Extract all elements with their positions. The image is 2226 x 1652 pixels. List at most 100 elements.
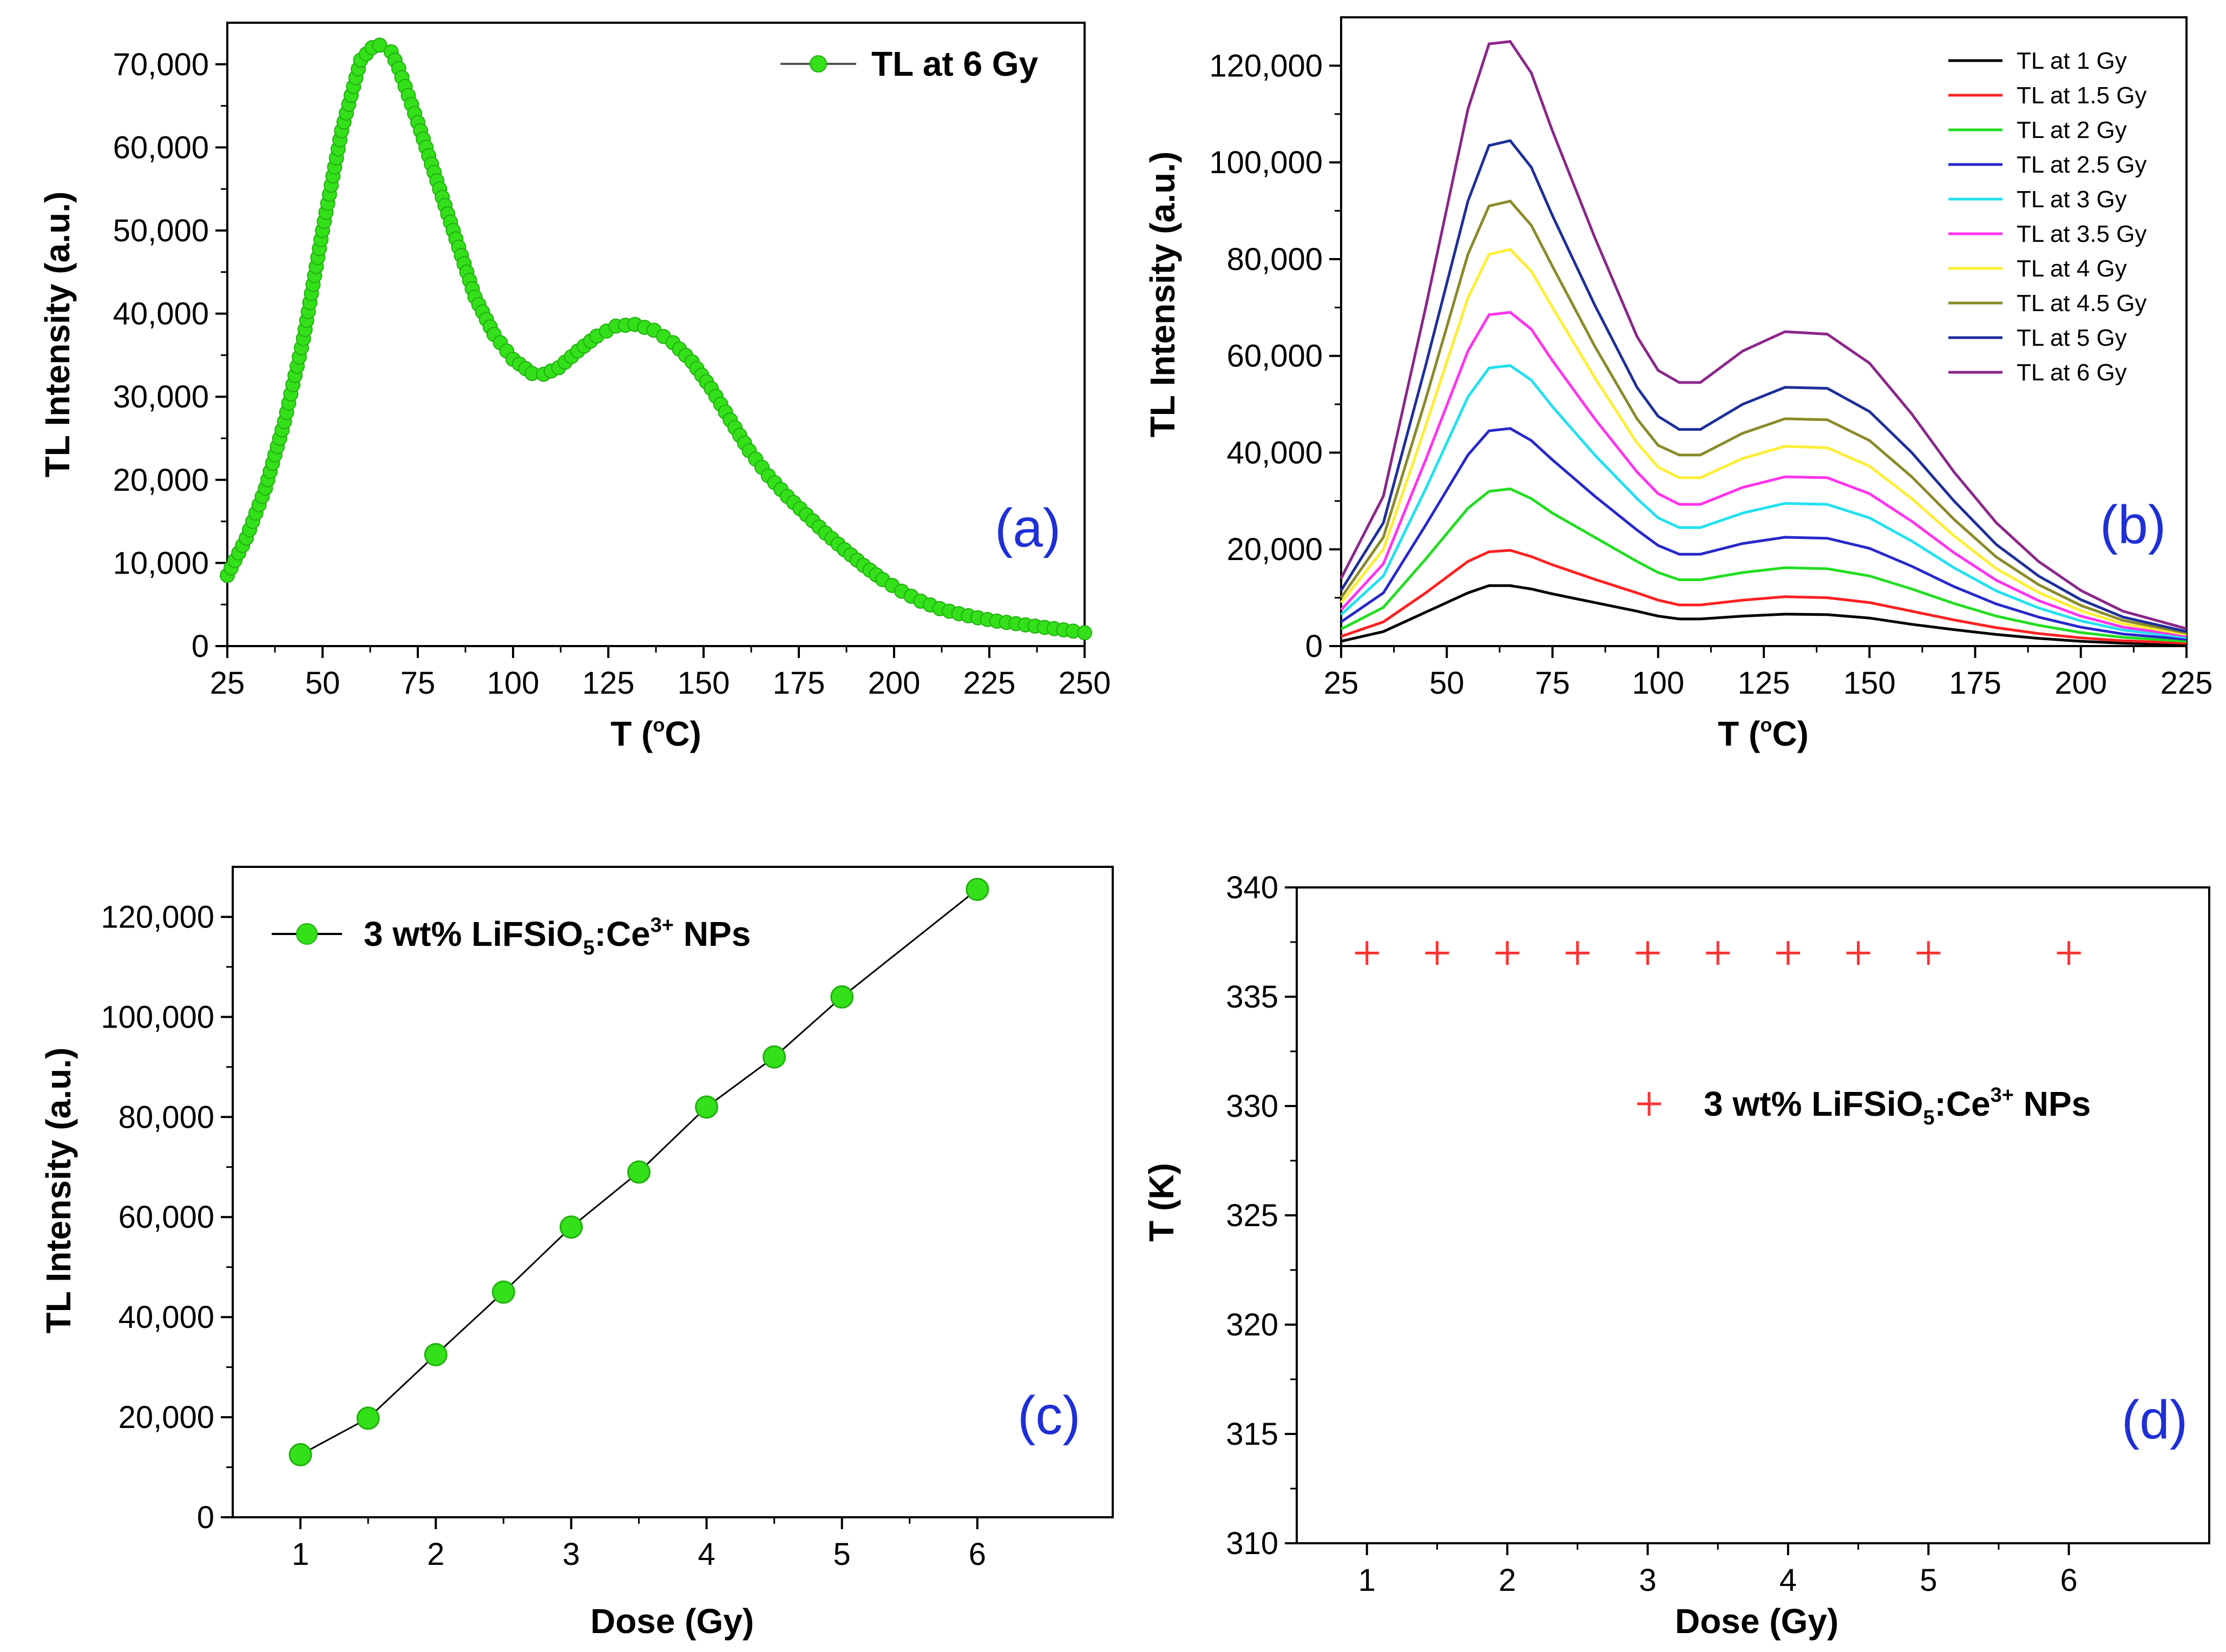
y-tick-label: 20,000 [119,1400,214,1435]
y-tick-label: 60,000 [113,130,209,165]
panel-d-ylabel: T (K) [1142,1163,1181,1242]
y-tick-label: 80,000 [1227,242,1323,277]
x-tick-label: 50 [1429,666,1465,701]
legend-label-9: TL at 6 Gy [2017,359,2127,386]
series-line-a-0 [226,44,1085,634]
x-tick-label: 4 [1780,1563,1797,1598]
x-tick-label: 1 [292,1537,309,1572]
y-tick-label: 40,000 [1227,435,1323,470]
data-point [559,1215,583,1239]
x-tick-label: 125 [582,666,635,701]
data-point [1077,625,1092,641]
panel-c-frame [232,866,1114,1518]
y-tick-label: 0 [197,1500,214,1535]
x-tick-label: 6 [2060,1563,2077,1598]
panel-d-frame [1296,886,2210,1544]
data-point [372,37,388,53]
legend-label-2: TL at 2 Gy [2017,117,2127,143]
x-tick-label: 100 [1632,666,1684,701]
panel-a-ylabel: TL Intensity (a.u.) [38,192,77,478]
y-tick-label: 10,000 [113,545,209,581]
panel-a-label: (a) [995,498,1061,558]
x-tick-label: 1 [1358,1563,1376,1598]
data-point [830,985,854,1009]
panel-a-xlabel: T (oC) [610,714,701,753]
series-line-b-6 [1340,248,2187,636]
panel-b: 25 50 75 100 125 150 175 200 225 0 20,000 40,000 60… [1143,16,2213,753]
panel-c-xticks: 1 2 3 4 5 6 [292,1517,986,1572]
series-line-b-1 [1341,549,2187,645]
y-tick-label: 0 [192,629,209,664]
y-tick-label: 60,000 [119,1200,214,1235]
panel-b-xticks: 25 50 75 100 125 150 175 200 225 [1324,646,2213,701]
panel-a: 25 50 75 100 125 150 175 200 225 250 0 10,000 20,00… [38,22,1111,753]
data-point [288,1443,312,1466]
legend-label: 3 wt% LiFSiO5:Ce3+ NPs [364,914,751,959]
data-point [356,1406,380,1430]
data-point [763,1045,786,1069]
data-point [695,1095,719,1119]
y-tick-label: 30,000 [113,379,209,414]
panel-d-yticks: 310 315 320 325 330 335 340 [1226,870,1297,1561]
y-tick-label: 120,000 [101,899,214,934]
y-tick-label: 335 [1226,979,1278,1015]
y-tick-label: 40,000 [113,297,209,332]
y-tick-label: 325 [1226,1198,1278,1233]
x-tick-label: 75 [1535,666,1570,701]
x-tick-label: 25 [1324,666,1359,701]
series-line-b-7 [1339,199,2187,635]
x-tick-label: 3 [562,1537,580,1572]
series-line-c-0 [300,888,978,1456]
x-tick-label: 25 [210,666,245,701]
panel-c-legend: 3 wt% LiFSiO5:Ce3+ NPs [272,914,751,959]
y-tick-label: 20,000 [113,463,209,498]
x-tick-label: 225 [2161,666,2213,701]
x-tick-label: 3 [1639,1563,1656,1598]
y-tick-label: 100,000 [1209,145,1323,180]
panel-b-legend: TL at 1 Gy TL at 1.5 Gy TL at 2 Gy TL at 2.… [1948,48,2146,386]
legend-label-8: TL at 5 Gy [2017,325,2127,351]
panel-a-series [220,37,1092,641]
x-tick-label: 175 [1949,666,2001,701]
series-line-b-8 [1339,139,2187,633]
panel-b-series [1339,40,2187,646]
y-tick-label: 40,000 [119,1300,214,1335]
y-tick-label: 0 [1305,629,1323,664]
panel-c-ylabel: TL Intensity (a.u.) [39,1048,78,1334]
x-tick-label: 150 [678,666,730,701]
data-point [627,1160,651,1184]
x-tick-label: 50 [305,666,340,701]
x-tick-label: 200 [2054,666,2107,701]
y-tick-label: 70,000 [113,47,209,82]
panel-a-xticks: 25 50 75 100 125 150 175 200 225 250 [210,646,1111,701]
y-tick-label: 50,000 [113,213,209,248]
y-tick-label: 20,000 [1227,532,1323,567]
panel-a-yticks: 0 10,000 20,000 30,000 40,000 50,000 60,000 70,… [113,47,227,664]
panel-c-series [288,878,989,1466]
legend-label: TL at 6 Gy [871,44,1039,83]
x-tick-label: 175 [773,666,825,701]
x-tick-label: 250 [1059,666,1111,701]
panel-b-label: (b) [2100,495,2166,555]
series-line-b-3 [1340,427,2187,641]
panel-b-ylabel: TL Intensity (a.u.) [1143,152,1182,438]
panel-d-label: (d) [2122,1390,2188,1450]
series-line-b-2 [1340,487,2187,643]
y-tick-label: 60,000 [1227,339,1323,374]
panel-d-xlabel: Dose (Gy) [1675,1602,1838,1641]
series-line-b-5 [1340,311,2187,637]
legend-label-5: TL at 3.5 Gy [2017,221,2146,247]
x-tick-label: 5 [833,1537,851,1572]
x-tick-label: 2 [427,1537,444,1572]
y-tick-label: 120,000 [1209,48,1323,83]
legend-label-7: TL at 4.5 Gy [2017,290,2146,317]
series-line-b-0 [1341,584,2187,646]
legend-label-0: TL at 1 Gy [2017,48,2127,74]
y-tick-label: 80,000 [119,1100,214,1135]
legend-marker [296,923,318,945]
series-line-b-9 [1339,40,2187,630]
data-point [966,878,989,901]
x-tick-label: 6 [969,1537,986,1572]
y-tick-label: 330 [1226,1089,1278,1124]
